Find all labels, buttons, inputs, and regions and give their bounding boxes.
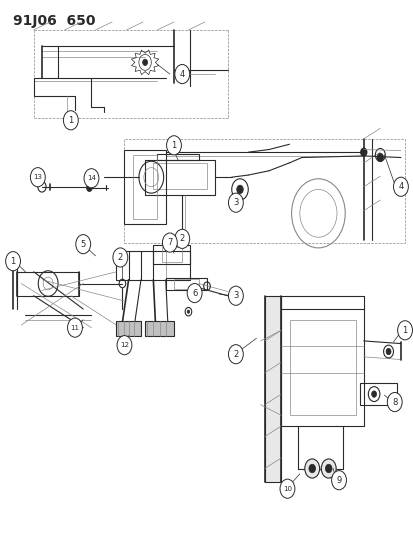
Circle shape <box>387 392 401 411</box>
Circle shape <box>187 310 189 313</box>
Circle shape <box>174 229 189 248</box>
Text: 1: 1 <box>171 141 176 150</box>
Circle shape <box>117 336 132 355</box>
Circle shape <box>320 459 335 478</box>
Circle shape <box>331 471 346 490</box>
Circle shape <box>228 345 243 364</box>
Circle shape <box>187 284 202 303</box>
Bar <box>124 139 404 243</box>
Text: 4: 4 <box>397 182 403 191</box>
Text: 2: 2 <box>117 253 123 262</box>
Text: 9: 9 <box>336 476 341 484</box>
Circle shape <box>6 252 21 271</box>
Text: 2: 2 <box>179 235 185 244</box>
Text: 13: 13 <box>33 174 42 180</box>
Bar <box>264 296 280 482</box>
Circle shape <box>162 233 177 252</box>
Bar <box>153 163 206 189</box>
Bar <box>153 245 190 264</box>
Text: 3: 3 <box>233 291 238 300</box>
Text: 8: 8 <box>391 398 396 407</box>
Circle shape <box>392 177 407 196</box>
Bar <box>116 251 190 280</box>
Circle shape <box>174 64 189 84</box>
Bar <box>161 247 182 262</box>
Bar <box>359 383 396 405</box>
Circle shape <box>385 349 390 355</box>
Text: 2: 2 <box>233 350 238 359</box>
Circle shape <box>67 318 82 337</box>
Text: 1: 1 <box>401 326 407 335</box>
Bar <box>145 160 215 195</box>
Bar <box>124 150 165 224</box>
Circle shape <box>142 59 147 66</box>
Text: 11: 11 <box>70 325 79 330</box>
Bar <box>289 320 355 415</box>
Text: 14: 14 <box>87 175 96 181</box>
Bar <box>157 154 198 160</box>
Text: 1: 1 <box>68 116 73 125</box>
Circle shape <box>308 464 315 473</box>
Text: 4: 4 <box>179 70 185 78</box>
Bar <box>165 278 206 290</box>
Circle shape <box>371 391 376 397</box>
Bar <box>145 321 173 336</box>
Text: 12: 12 <box>120 342 129 348</box>
Text: 6: 6 <box>192 288 197 297</box>
Text: 10: 10 <box>282 486 291 492</box>
Text: 1: 1 <box>10 257 16 265</box>
Circle shape <box>228 193 243 212</box>
Text: 5: 5 <box>81 240 85 249</box>
Circle shape <box>86 184 92 191</box>
Circle shape <box>396 321 411 340</box>
Text: 7: 7 <box>167 238 172 247</box>
Circle shape <box>113 248 128 267</box>
Circle shape <box>360 148 366 157</box>
Bar <box>116 321 141 336</box>
Circle shape <box>166 136 181 155</box>
Circle shape <box>376 154 383 162</box>
Circle shape <box>236 185 243 193</box>
Circle shape <box>304 459 319 478</box>
Bar <box>280 309 363 426</box>
Circle shape <box>76 235 90 254</box>
Bar <box>133 155 157 219</box>
Text: 91J06  650: 91J06 650 <box>13 14 95 28</box>
Text: 3: 3 <box>233 198 238 207</box>
Circle shape <box>30 167 45 187</box>
Circle shape <box>84 168 99 188</box>
Circle shape <box>228 286 243 305</box>
Circle shape <box>63 111 78 130</box>
Bar <box>17 272 79 296</box>
Circle shape <box>279 479 294 498</box>
Circle shape <box>325 464 331 473</box>
Bar <box>173 279 198 289</box>
